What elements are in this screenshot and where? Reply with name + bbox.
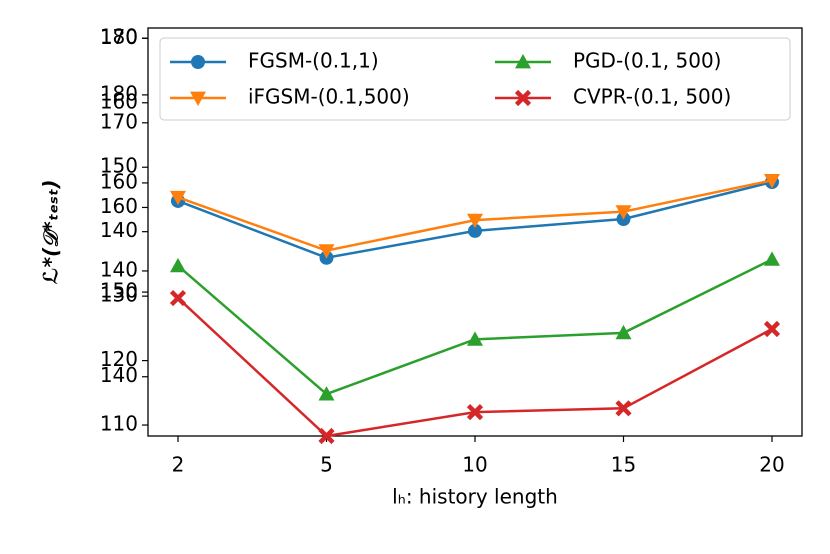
marker <box>318 244 335 259</box>
series-line <box>177 258 773 396</box>
x-tick-label: 15 <box>611 453 636 477</box>
marker <box>170 190 186 206</box>
marker <box>763 320 781 338</box>
marker <box>466 404 484 421</box>
legend-label: FGSM-(0.1,1) <box>248 49 379 73</box>
y-axis-label: ℒ*(𝒟*ₜₑₛₜ) <box>39 180 63 285</box>
marker <box>170 257 186 273</box>
legend-label: CVPR-(0.1, 500) <box>573 85 731 109</box>
y-tick-label: 160 <box>100 169 138 193</box>
marker <box>318 386 335 401</box>
marker <box>764 173 780 189</box>
marker <box>615 205 632 220</box>
y-tick-label: 160 <box>100 194 138 218</box>
marker <box>615 400 632 417</box>
marker <box>514 89 532 107</box>
x-tick-label: 10 <box>462 453 487 477</box>
marker <box>467 213 483 229</box>
legend-box <box>159 37 791 121</box>
legend-label: PGD-(0.1, 500) <box>573 49 721 73</box>
marker <box>615 324 632 340</box>
y-tick-label: 140 <box>100 257 138 281</box>
y-tick-label: 130 <box>100 283 138 307</box>
y-tick-label: 110 <box>100 412 138 436</box>
y-tick-label: 180 <box>100 81 138 105</box>
y-tick-label: 150 <box>100 154 138 178</box>
x-axis-label: lₕ: history length <box>392 485 558 509</box>
y-tick-label: 140 <box>100 363 138 387</box>
x-tick-label: 5 <box>320 453 333 477</box>
x-tick-label: 2 <box>172 453 185 477</box>
marker <box>169 289 187 307</box>
marker <box>764 251 780 266</box>
x-tick-label: 20 <box>759 453 784 477</box>
y-tick-label: 120 <box>100 347 138 371</box>
y-tick-label: 160 <box>100 89 138 113</box>
marker <box>318 427 335 445</box>
marker <box>191 55 205 69</box>
y-tick-label: 170 <box>100 109 138 133</box>
y-tick-label: 180 <box>100 25 138 49</box>
y-tick-label: 170 <box>100 25 138 49</box>
y-tick-label: 150 <box>100 279 138 303</box>
marker <box>515 54 531 69</box>
marker <box>467 331 483 346</box>
y-tick-label: 140 <box>100 218 138 242</box>
marker <box>468 223 482 238</box>
marker <box>190 91 206 106</box>
legend-label: iFGSM-(0.1,500) <box>248 85 410 109</box>
